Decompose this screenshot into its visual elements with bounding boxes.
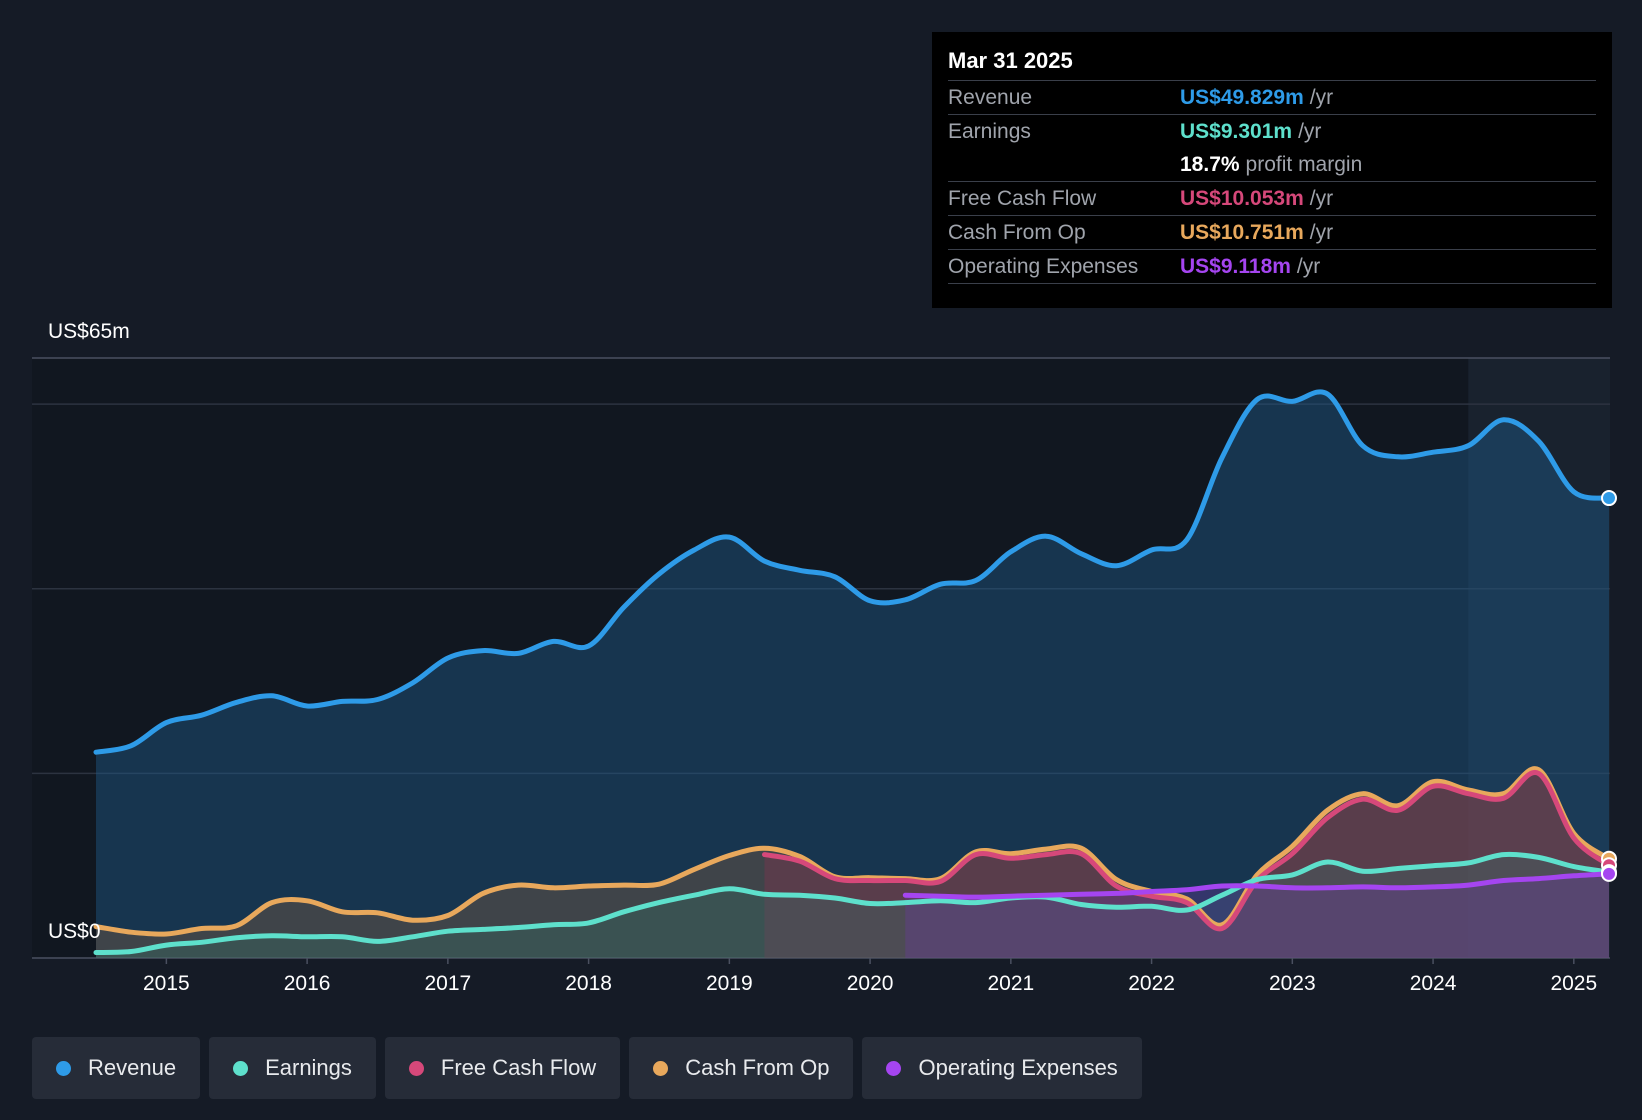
free-cash-flow-line bbox=[762, 769, 1612, 932]
x-tick-label: 2019 bbox=[706, 972, 753, 995]
tooltip-unit: profit margin bbox=[1245, 153, 1363, 176]
x-tick-label: 2025 bbox=[1550, 972, 1597, 995]
x-tick-label: 2017 bbox=[425, 972, 472, 995]
x-tick-label: 2020 bbox=[847, 972, 894, 995]
legend-item-revenue[interactable]: Revenue bbox=[32, 1037, 201, 1099]
tooltip-label: Free Cash Flow bbox=[948, 187, 1097, 210]
x-tick-label: 2018 bbox=[565, 972, 612, 995]
tooltip-value: US$10.751m bbox=[1180, 221, 1304, 244]
legend: Revenue Earnings Free Cash Flow Cash Fro… bbox=[32, 1037, 1142, 1099]
free-cash-flow-area bbox=[764, 772, 1609, 958]
legend-item-operating-expenses[interactable]: Operating Expenses bbox=[862, 1037, 1142, 1099]
operating-expenses-line bbox=[902, 871, 1612, 900]
tooltip-value: US$49.829m bbox=[1180, 86, 1304, 109]
earnings-line bbox=[93, 851, 1612, 955]
tooltip-value: US$9.118m bbox=[1180, 255, 1291, 278]
tooltip-label: Earnings bbox=[948, 120, 1031, 143]
y-axis-top-label: US$65m bbox=[48, 320, 130, 343]
legend-label: Earnings bbox=[265, 1055, 352, 1080]
tooltip-date: Mar 31 2025 bbox=[948, 46, 1596, 81]
tooltip-label: Revenue bbox=[948, 86, 1033, 109]
plot-background bbox=[32, 358, 1610, 958]
x-tick-label: 2022 bbox=[1128, 972, 1175, 995]
x-tick-label: 2016 bbox=[284, 972, 331, 995]
tooltip-unit: /yr bbox=[1309, 86, 1334, 109]
legend-dot-icon bbox=[233, 1060, 249, 1076]
legend-dot-icon bbox=[408, 1060, 424, 1076]
tooltip-row-operating-expenses: Operating Expenses US$9.118m /yr bbox=[948, 250, 1596, 284]
tooltip-value: US$10.053m bbox=[1180, 187, 1304, 210]
x-tick-label: 2024 bbox=[1410, 972, 1457, 995]
legend-item-earnings[interactable]: Earnings bbox=[209, 1037, 376, 1099]
legend-label: Revenue bbox=[88, 1055, 177, 1080]
y-axis-bottom-label: US$0 bbox=[48, 920, 101, 943]
revenue-line bbox=[93, 389, 1612, 755]
tooltip-label: Cash From Op bbox=[948, 221, 1086, 244]
tooltip-row-free-cash-flow: Free Cash Flow US$10.053m /yr bbox=[948, 182, 1596, 216]
tooltip-row-revenue: Revenue US$49.829m /yr bbox=[948, 81, 1596, 115]
tooltip-unit: /yr bbox=[1309, 221, 1334, 244]
legend-dot-icon bbox=[886, 1060, 902, 1076]
tooltip-row-earnings: Earnings US$9.301m /yr bbox=[948, 115, 1596, 148]
operating-expenses-end-marker bbox=[1601, 865, 1617, 882]
tooltip-label bbox=[948, 148, 1180, 181]
tooltip-panel: Mar 31 2025 Revenue US$49.829m /yr Earni… bbox=[932, 32, 1612, 308]
tooltip-value: US$9.301m bbox=[1180, 120, 1293, 143]
tooltip-row-profit-margin: 18.7% profit margin bbox=[948, 148, 1596, 182]
tooltip-label: Operating Expenses bbox=[948, 255, 1139, 278]
legend-label: Free Cash Flow bbox=[440, 1055, 597, 1080]
x-tick-label: 2023 bbox=[1269, 972, 1316, 995]
revenue-area bbox=[96, 391, 1609, 959]
tooltip-unit: /yr bbox=[1309, 187, 1334, 210]
cash-from-op-area bbox=[96, 768, 1609, 958]
tooltip-value: 18.7% bbox=[1180, 153, 1240, 176]
tooltip-unit: /yr bbox=[1296, 255, 1321, 278]
legend-dot-icon bbox=[653, 1060, 669, 1076]
legend-dot-icon bbox=[56, 1060, 71, 1076]
legend-label: Operating Expenses bbox=[918, 1055, 1118, 1080]
x-tick-label: 2015 bbox=[143, 972, 190, 995]
tooltip-row-cash-from-op: Cash From Op US$10.751m /yr bbox=[948, 216, 1596, 250]
legend-item-cash-from-op[interactable]: Cash From Op bbox=[629, 1037, 854, 1099]
legend-item-free-cash-flow[interactable]: Free Cash Flow bbox=[384, 1037, 621, 1099]
x-tick-label: 2021 bbox=[987, 972, 1034, 995]
legend-label: Cash From Op bbox=[685, 1055, 830, 1080]
tooltip-unit: /yr bbox=[1298, 120, 1322, 143]
revenue-end-marker bbox=[1601, 490, 1617, 507]
